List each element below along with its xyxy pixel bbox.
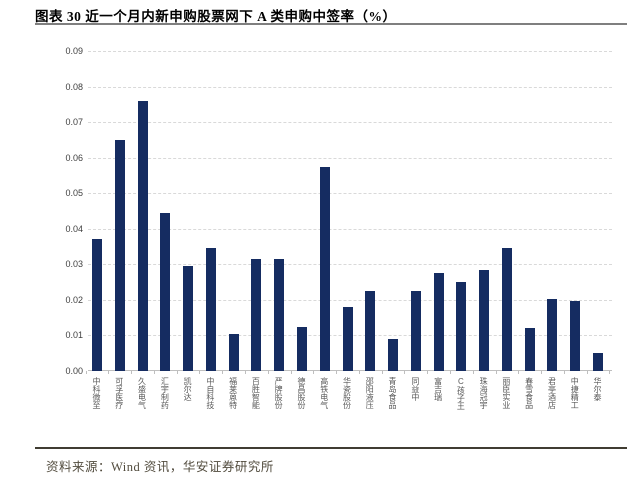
x-axis-tick-mark bbox=[336, 371, 338, 374]
x-axis-tick-mark bbox=[381, 371, 383, 374]
x-axis-tick-mark bbox=[472, 371, 474, 374]
bar-凯尔达 bbox=[183, 266, 194, 371]
x-axis-label-同益中: 同益中 bbox=[410, 377, 420, 401]
x-axis-tick-mark bbox=[495, 371, 497, 374]
x-axis-label-德昌股份: 德昌股份 bbox=[296, 377, 306, 409]
bar-邵阳液压 bbox=[365, 291, 376, 371]
x-axis-label-华尔泰: 华尔泰 bbox=[593, 377, 602, 401]
x-axis-label-中自科技: 中自科技 bbox=[205, 377, 215, 409]
plot-area bbox=[88, 51, 612, 371]
gridline-0.05 bbox=[88, 193, 612, 195]
x-axis-label-久盛电气: 久盛电气 bbox=[137, 377, 147, 409]
x-axis-label-福莱蒽特: 福莱蒽特 bbox=[228, 377, 238, 409]
bar-久盛电气 bbox=[137, 100, 148, 371]
gridline-0.07 bbox=[88, 122, 612, 124]
x-axis-label-凯尔达: 凯尔达 bbox=[183, 377, 193, 401]
source-divider bbox=[35, 447, 627, 449]
gridline-0.04 bbox=[88, 228, 612, 230]
ipo-lottery-rate-bar-chart: 0.00 0.01 0.02 0.03 0.04 0.05 0.06 0.07 0.08 0.09… bbox=[0, 28, 638, 438]
x-axis-label-百胜智能: 百胜智能 bbox=[251, 377, 261, 409]
x-axis-label-中捷精工: 中捷精工 bbox=[570, 377, 580, 409]
bar-中科微至 bbox=[92, 239, 102, 371]
x-axis-label-汇宇制药: 汇宇制药 bbox=[160, 377, 170, 409]
gridline-0.03 bbox=[88, 264, 612, 266]
x-axis-tick-mark bbox=[85, 371, 87, 374]
x-axis-label-严牌股份: 严牌股份 bbox=[274, 377, 284, 409]
bar-C孩子王 bbox=[456, 282, 467, 371]
bar-百胜智能 bbox=[251, 259, 262, 371]
x-axis-tick-mark bbox=[108, 371, 110, 374]
bar-中自科技 bbox=[205, 248, 216, 371]
x-axis-tick-mark bbox=[245, 371, 247, 374]
y-axis-tick-label: 0.02 bbox=[65, 294, 83, 305]
x-axis-label-华瓷股份: 华瓷股份 bbox=[342, 377, 352, 409]
gridline-0.02 bbox=[88, 299, 612, 301]
bar-福莱蒽特 bbox=[228, 333, 239, 371]
x-axis-label-珠海冠宇: 珠海冠宇 bbox=[479, 377, 489, 409]
gridline-0.09 bbox=[88, 51, 612, 52]
x-axis-label-中科微至: 中科微至 bbox=[92, 377, 101, 409]
x-axis-tick-mark bbox=[563, 371, 565, 374]
y-axis-tick-label: 0.03 bbox=[65, 259, 83, 270]
bar-汇宇制药 bbox=[160, 212, 171, 371]
x-axis-tick-mark bbox=[586, 371, 588, 374]
x-axis-tick-mark bbox=[449, 371, 451, 374]
bar-珠海冠宇 bbox=[479, 269, 490, 371]
x-axis-tick-mark bbox=[267, 371, 269, 374]
y-axis-tick-label: 0.08 bbox=[65, 81, 83, 92]
bar-华瓷股份 bbox=[342, 307, 353, 371]
y-axis-tick-label: 0.04 bbox=[65, 223, 83, 234]
y-axis-tick-label: 0.01 bbox=[65, 330, 83, 341]
bar-高铁电气 bbox=[319, 166, 330, 371]
x-axis-tick-mark bbox=[609, 371, 611, 374]
x-axis-label-C孩子王: C孩子王 bbox=[456, 377, 466, 410]
gridline-0.06 bbox=[88, 157, 612, 159]
x-axis-tick-mark bbox=[518, 371, 520, 374]
x-axis-label-富吉瑞: 富吉瑞 bbox=[433, 377, 443, 401]
bar-富吉瑞 bbox=[433, 273, 444, 371]
x-axis-label-丽臣实业: 丽臣实业 bbox=[501, 377, 511, 409]
bar-丽臣实业 bbox=[501, 248, 512, 371]
x-axis-tick-mark bbox=[222, 371, 224, 374]
bar-严牌股份 bbox=[274, 259, 285, 371]
x-axis-tick-mark bbox=[404, 371, 406, 374]
y-axis-tick-label: 0.06 bbox=[65, 152, 83, 163]
bar-华尔泰 bbox=[593, 353, 603, 371]
bar-可孚医疗 bbox=[114, 139, 125, 371]
x-axis-tick-mark bbox=[427, 371, 429, 374]
x-axis-tick-mark bbox=[199, 371, 201, 374]
y-axis-tick-label: 0.07 bbox=[65, 117, 83, 128]
x-axis-label-君亭酒店: 君亭酒店 bbox=[547, 377, 557, 409]
x-axis-tick-mark bbox=[541, 371, 543, 374]
bar-春雪食品 bbox=[524, 328, 535, 371]
gridline-0.08 bbox=[88, 86, 612, 88]
bar-德昌股份 bbox=[296, 326, 307, 371]
bar-君亭酒店 bbox=[547, 299, 558, 371]
source-note: 资料来源：Wind 资讯，华安证券研究所 bbox=[46, 460, 274, 474]
x-axis-label-邵阳液压: 邵阳液压 bbox=[365, 377, 375, 409]
bar-中捷精工 bbox=[570, 300, 581, 371]
y-axis-tick-label: 0.05 bbox=[65, 188, 83, 199]
x-axis-tick-mark bbox=[358, 371, 360, 374]
y-axis-tick-label: 0.00 bbox=[65, 366, 83, 376]
bar-同益中 bbox=[410, 291, 421, 371]
y-axis-tick-label: 0.09 bbox=[65, 46, 83, 56]
x-axis-tick-mark bbox=[176, 371, 178, 374]
x-axis-tick-mark bbox=[290, 371, 292, 374]
figure-title: 图表 30 近一个月内新申购股票网下 A 类申购中签率（%） bbox=[35, 9, 397, 24]
x-axis-tick-mark bbox=[313, 371, 315, 374]
x-axis-label-高铁电气: 高铁电气 bbox=[319, 377, 329, 409]
x-axis-label-青岛食品: 青岛食品 bbox=[388, 377, 398, 409]
x-axis-tick-mark bbox=[153, 371, 155, 374]
title-divider bbox=[35, 23, 627, 25]
bar-青岛食品 bbox=[388, 339, 399, 371]
x-axis-tick-mark bbox=[131, 371, 133, 374]
x-axis-label-可孚医疗: 可孚医疗 bbox=[114, 377, 124, 409]
x-axis-label-春雪食品: 春雪食品 bbox=[524, 377, 534, 409]
